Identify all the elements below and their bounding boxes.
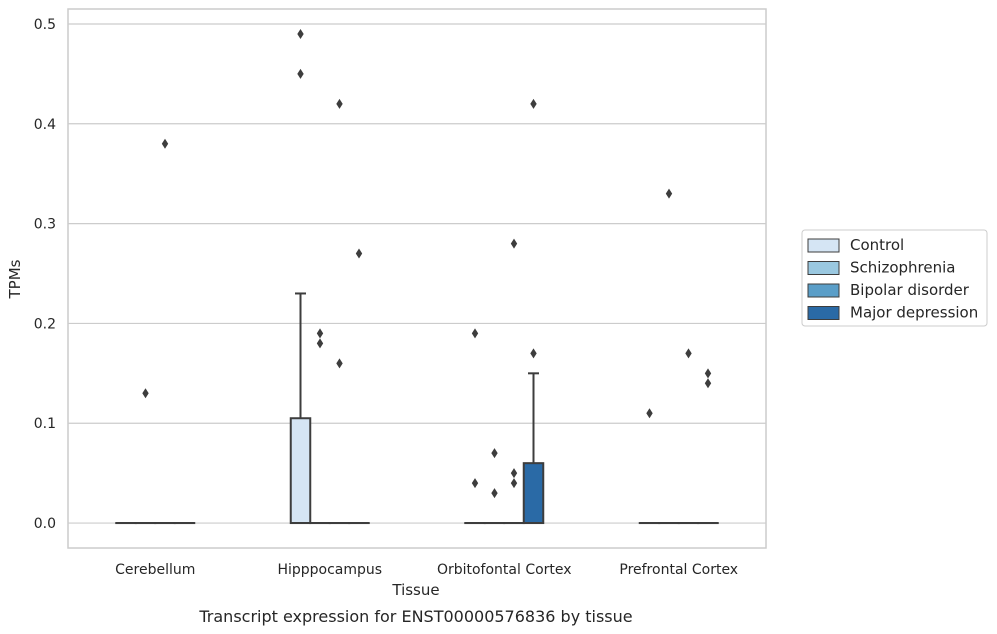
grid-lines <box>68 23 766 524</box>
outlier-point <box>510 478 518 489</box>
outlier-point <box>336 358 343 369</box>
box-layer <box>115 292 719 525</box>
outlier-point <box>297 68 304 79</box>
legend-label: Bipolar disorder <box>850 281 970 299</box>
x-tick-label: Orbitofontal Cortex <box>437 562 572 578</box>
box-body <box>289 417 312 525</box>
outlier-point <box>530 348 537 359</box>
legend-label: Major depression <box>850 304 978 322</box>
outlier-point <box>471 478 479 489</box>
outlier-point <box>471 328 479 339</box>
legend-swatch <box>807 283 840 298</box>
outlier-point <box>530 98 537 109</box>
outlier-point <box>704 368 712 379</box>
outlier-point <box>685 348 692 359</box>
y-tick-label: 0.1 <box>34 416 56 432</box>
x-tick-labels: Cerebellum Hipppocampus Orbitofontal Corte… <box>115 562 738 578</box>
outlier-point <box>297 28 304 39</box>
plot-frame <box>67 8 767 549</box>
outlier-point <box>491 488 498 499</box>
outlier-point <box>316 328 324 339</box>
outlier-layer <box>142 28 712 499</box>
y-tick-label: 0.0 <box>34 516 56 532</box>
legend: Control Schizophrenia Bipolar disorder Majo… <box>801 229 988 327</box>
outlier-point <box>704 378 712 389</box>
legend-frame <box>801 229 988 327</box>
x-axis-label: Tissue <box>391 581 439 599</box>
legend-swatch <box>807 261 840 275</box>
outlier-point <box>336 98 343 109</box>
box-control <box>289 292 312 525</box>
y-tick-labels: 0.0 0.1 0.2 0.3 0.4 0.5 <box>34 17 56 532</box>
outlier-point <box>491 448 498 459</box>
outlier-point <box>665 188 673 199</box>
legend-swatch <box>807 306 840 320</box>
outlier-point <box>355 248 363 259</box>
legend-swatch <box>807 238 840 253</box>
legend-label: Control <box>850 236 904 254</box>
outlier-point <box>510 468 518 479</box>
outlier-point <box>142 388 149 399</box>
outlier-point <box>161 138 169 149</box>
y-tick-label: 0.4 <box>34 117 56 133</box>
x-tick-label: Prefrontal Cortex <box>619 562 738 578</box>
outlier-point <box>510 238 518 249</box>
box-body <box>522 462 545 525</box>
y-axis-label: TPMs <box>6 259 24 299</box>
outlier-point <box>646 408 653 419</box>
y-tick-label: 0.5 <box>34 17 56 33</box>
chart-caption: Transcript expression for ENST0000057683… <box>198 607 632 626</box>
y-tick-label: 0.3 <box>34 217 56 233</box>
outlier-point <box>316 338 324 349</box>
box-major-depression <box>522 372 545 525</box>
legend-label: Schizophrenia <box>850 259 955 277</box>
x-tick-label: Cerebellum <box>115 562 195 578</box>
x-tick-label: Hipppocampus <box>277 562 382 578</box>
y-tick-label: 0.2 <box>34 316 56 332</box>
